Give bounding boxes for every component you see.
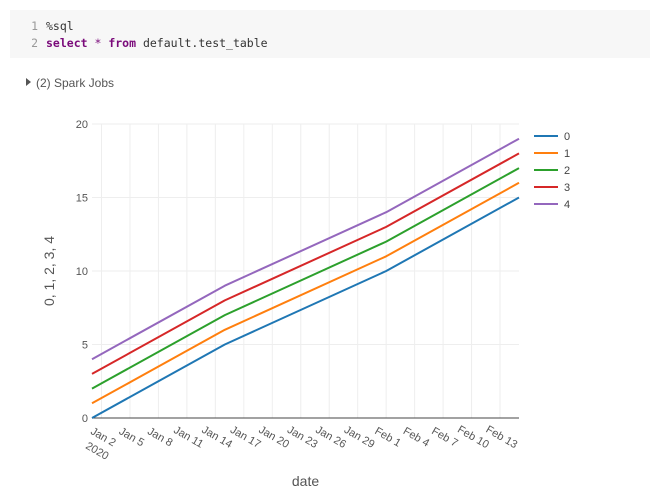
x-tick-label: Feb 13	[484, 424, 520, 452]
series-line-3	[91, 152, 520, 375]
spark-jobs-toggle[interactable]: (2) Spark Jobs	[26, 76, 114, 90]
x-tick-label: Feb 1	[372, 425, 402, 449]
x-tick-label: Jan 23	[285, 424, 320, 451]
x-tick-label: Jan 29	[342, 424, 377, 451]
caret-right-icon	[26, 78, 31, 86]
legend-label: 0	[564, 131, 570, 143]
code-text: %sql	[46, 19, 74, 33]
code-line-1: 1 %sql	[10, 18, 650, 34]
code-text: select * from default.test_table	[46, 35, 268, 51]
spark-jobs-label: (2) Spark Jobs	[36, 76, 115, 90]
series-line-4	[91, 137, 520, 361]
y-tick-label: 15	[76, 193, 88, 205]
code-editor[interactable]: 1 %sql 2 select * from default.test_tabl…	[10, 10, 650, 58]
code-line-2: 2 select * from default.test_table	[10, 35, 650, 51]
x-tick-label: Feb 7	[429, 425, 459, 449]
legend-label: 3	[564, 182, 570, 194]
x-tick-label: Jan 8	[145, 425, 174, 449]
line-number: 1	[31, 19, 38, 33]
series-line-0	[91, 196, 520, 419]
keyword-from: from	[108, 36, 137, 50]
x-tick-label: Jan 26	[313, 424, 348, 451]
x-tick-label: Jan 11	[171, 424, 205, 451]
legend-label: 4	[564, 199, 570, 211]
y-tick-label: 10	[76, 266, 88, 278]
x-tick-label: Jan 14	[200, 424, 235, 451]
operator-star: *	[87, 36, 109, 50]
y-tick-label: 20	[76, 119, 88, 131]
series-line-2	[91, 167, 520, 390]
legend-label: 2	[564, 165, 570, 177]
line-number: 2	[31, 36, 38, 50]
x-tick-label: Jan 5	[117, 425, 146, 449]
y-axis-title: 0, 1, 2, 3, 4	[41, 236, 57, 306]
series-line-1	[91, 181, 520, 405]
x-tick-label: Feb 4	[401, 425, 431, 449]
table-name: default.test_table	[136, 36, 268, 50]
keyword-select: select	[46, 36, 88, 50]
y-tick-label: 5	[82, 340, 88, 352]
x-axis-title: date	[292, 473, 319, 489]
x-tick-label: Jan 20	[256, 424, 291, 451]
notebook-cell: 1 %sql 2 select * from default.test_tabl…	[10, 10, 650, 488]
x-tick-label: Feb 10	[455, 424, 491, 452]
y-tick-label: 0	[82, 413, 88, 425]
x-tick-label: Jan 17	[228, 424, 263, 451]
legend-label: 1	[564, 148, 570, 160]
